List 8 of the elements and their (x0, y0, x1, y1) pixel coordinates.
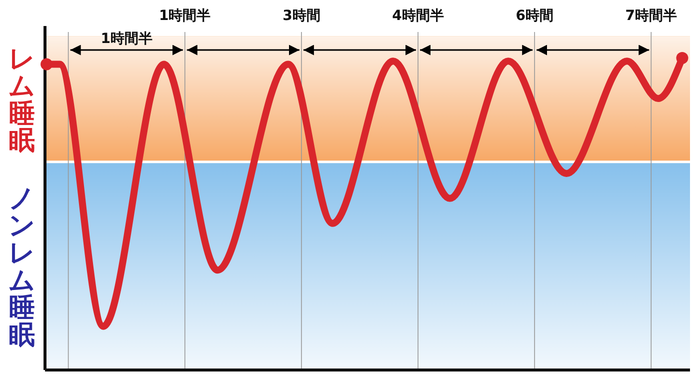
x-tick-label: 4時間半 (392, 8, 444, 24)
x-tick-label: 3時間 (282, 8, 320, 24)
band-label: レム睡眠 (8, 44, 36, 156)
text: 1時間半 (100, 31, 152, 47)
band-label: ノンレム睡眠 (8, 184, 36, 350)
x-tick-label: 6時間 (516, 8, 554, 24)
x-tick-label: 1時間半 (159, 8, 211, 24)
x-tick-label: 7時間半 (625, 8, 678, 24)
